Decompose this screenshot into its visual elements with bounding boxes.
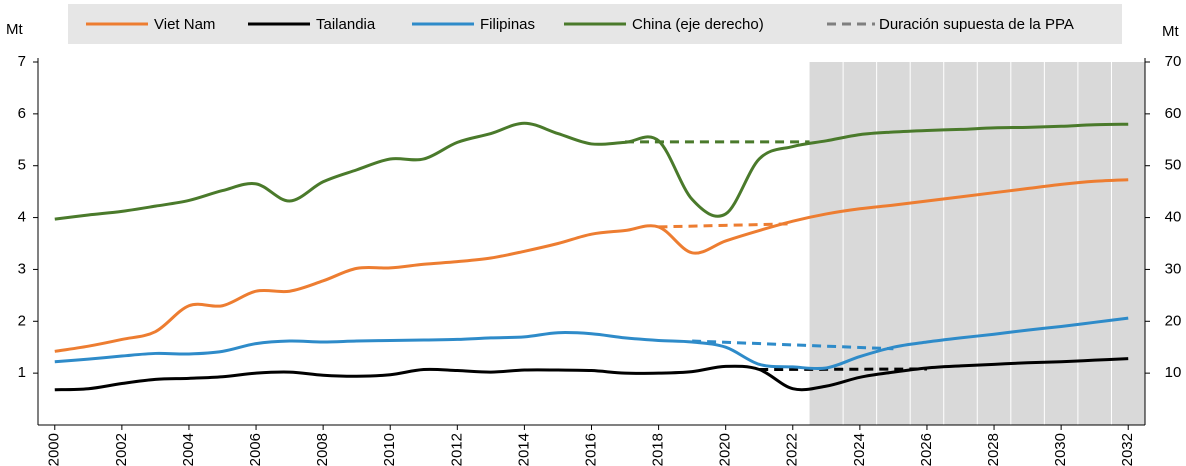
ppa-line xyxy=(692,339,894,351)
ppa-line xyxy=(759,367,927,372)
x-tick-label: 2016 xyxy=(582,433,599,466)
y-tick-label: 4 xyxy=(18,209,26,226)
x-tick-label: 2024 xyxy=(851,433,868,466)
legend-label: China (eje derecho) xyxy=(632,16,764,33)
x-tick-label: 2010 xyxy=(381,433,398,466)
series-line xyxy=(54,121,1129,221)
legend-label: Filipinas xyxy=(480,16,535,33)
x-tick-label: 2008 xyxy=(314,433,331,466)
legend-label: Duración supuesta de la PPA xyxy=(879,16,1074,33)
x-tick-label: 2028 xyxy=(985,433,1002,466)
y-tick-label: 6 xyxy=(18,105,26,122)
x-tick-label: 2032 xyxy=(1119,433,1136,466)
y2-tick-label: 50 xyxy=(1165,157,1182,174)
y-tick-label: 2 xyxy=(18,312,26,329)
x-tick-label: 2018 xyxy=(650,433,667,466)
legend-label: Tailandia xyxy=(316,16,376,33)
y-tick-label: 1 xyxy=(18,364,26,381)
y-tick-label: 5 xyxy=(18,157,26,174)
x-tick-label: 2030 xyxy=(1052,433,1069,466)
x-tick-label: 2004 xyxy=(180,433,197,466)
x-tick-label: 2000 xyxy=(46,433,63,466)
x-tick-label: 2006 xyxy=(247,433,264,466)
x-tick-label: 2002 xyxy=(113,433,130,466)
y2-tick-label: 40 xyxy=(1165,209,1182,226)
y-unit: Mt xyxy=(6,21,23,38)
y-tick-label: 7 xyxy=(18,53,26,70)
y-tick-label: 3 xyxy=(18,260,26,277)
x-tick-label: 2020 xyxy=(717,433,734,466)
y2-tick-label: 20 xyxy=(1165,312,1182,329)
y2-tick-label: 70 xyxy=(1165,53,1182,70)
y2-tick-label: 60 xyxy=(1165,105,1182,122)
series-line xyxy=(54,316,1129,371)
legend-label: Viet Nam xyxy=(154,16,215,33)
x-tick-label: 2026 xyxy=(918,433,935,466)
y2-tick-label: 30 xyxy=(1165,260,1182,277)
x-tick-label: 2012 xyxy=(448,433,465,466)
series-line xyxy=(54,357,1129,392)
x-tick-label: 2022 xyxy=(784,433,801,466)
x-tick-label: 2014 xyxy=(515,433,532,466)
y2-unit: Mt xyxy=(1162,23,1179,40)
series-line xyxy=(54,178,1129,353)
y2-tick-label: 10 xyxy=(1165,364,1182,381)
